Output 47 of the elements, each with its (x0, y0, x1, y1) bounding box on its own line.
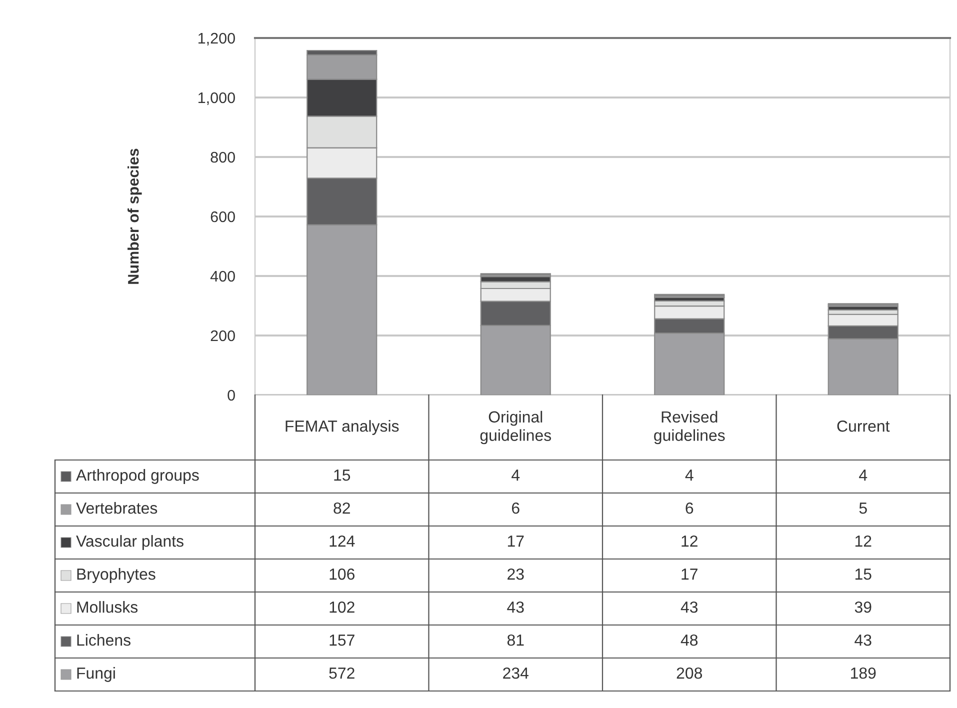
data-label: 4 (512, 470, 520, 481)
data-label: 43 (680, 601, 698, 613)
data-label: 81 (507, 634, 524, 646)
legend-label: Arthropod groups (76, 469, 199, 484)
data-label: 43 (854, 634, 872, 646)
y-tick-label: 600 (210, 211, 235, 222)
data-label: 124 (330, 535, 355, 547)
data-label: 6 (512, 502, 520, 514)
data-label: 6 (686, 502, 694, 514)
y-tick-label: 1,200 (198, 32, 235, 46)
data-label: 17 (508, 536, 524, 547)
legend-label: Mollusks (77, 601, 138, 613)
data-label: 39 (854, 601, 872, 613)
legend-label: Vertebrates (76, 502, 158, 514)
x-tick-label: Revised guidelines (654, 410, 725, 444)
data-label: 189 (851, 667, 876, 679)
legend-label: Vascular plants (76, 535, 184, 550)
legend-label: Lichens (77, 634, 130, 646)
data-label: 43 (507, 601, 524, 613)
data-label: 5 (859, 502, 867, 514)
data-label: 208 (676, 667, 702, 679)
y-tick-label: 400 (210, 270, 235, 282)
y-tick-label: 1,000 (198, 92, 235, 105)
data-label: 4 (685, 470, 694, 481)
y-tick-label: 0 (228, 390, 235, 401)
data-label: 17 (682, 568, 698, 580)
data-label: 102 (330, 601, 354, 613)
x-tick-label: Current (837, 420, 890, 432)
legend-label: Fungi (77, 667, 115, 682)
data-label: 572 (329, 667, 354, 679)
data-label: 12 (855, 535, 872, 547)
data-label: 23 (508, 568, 524, 580)
data-label: 157 (330, 634, 354, 646)
data-label: 82 (334, 502, 350, 514)
data-label: 234 (503, 667, 528, 679)
data-label: 15 (334, 470, 350, 481)
y-tick-label: 800 (210, 152, 235, 163)
x-tick-label: FEMAT analysis (286, 420, 399, 435)
legend-label: Bryophytes (77, 568, 156, 583)
y-axis-title: Number of species (128, 148, 142, 284)
y-tick-label: 200 (210, 330, 235, 342)
data-label: 4 (859, 470, 868, 481)
data-label: 15 (855, 568, 872, 580)
data-label: 12 (682, 535, 698, 547)
data-label: 48 (680, 634, 698, 646)
data-label: 106 (330, 568, 354, 580)
x-tick-label: Original guidelines (480, 410, 552, 444)
